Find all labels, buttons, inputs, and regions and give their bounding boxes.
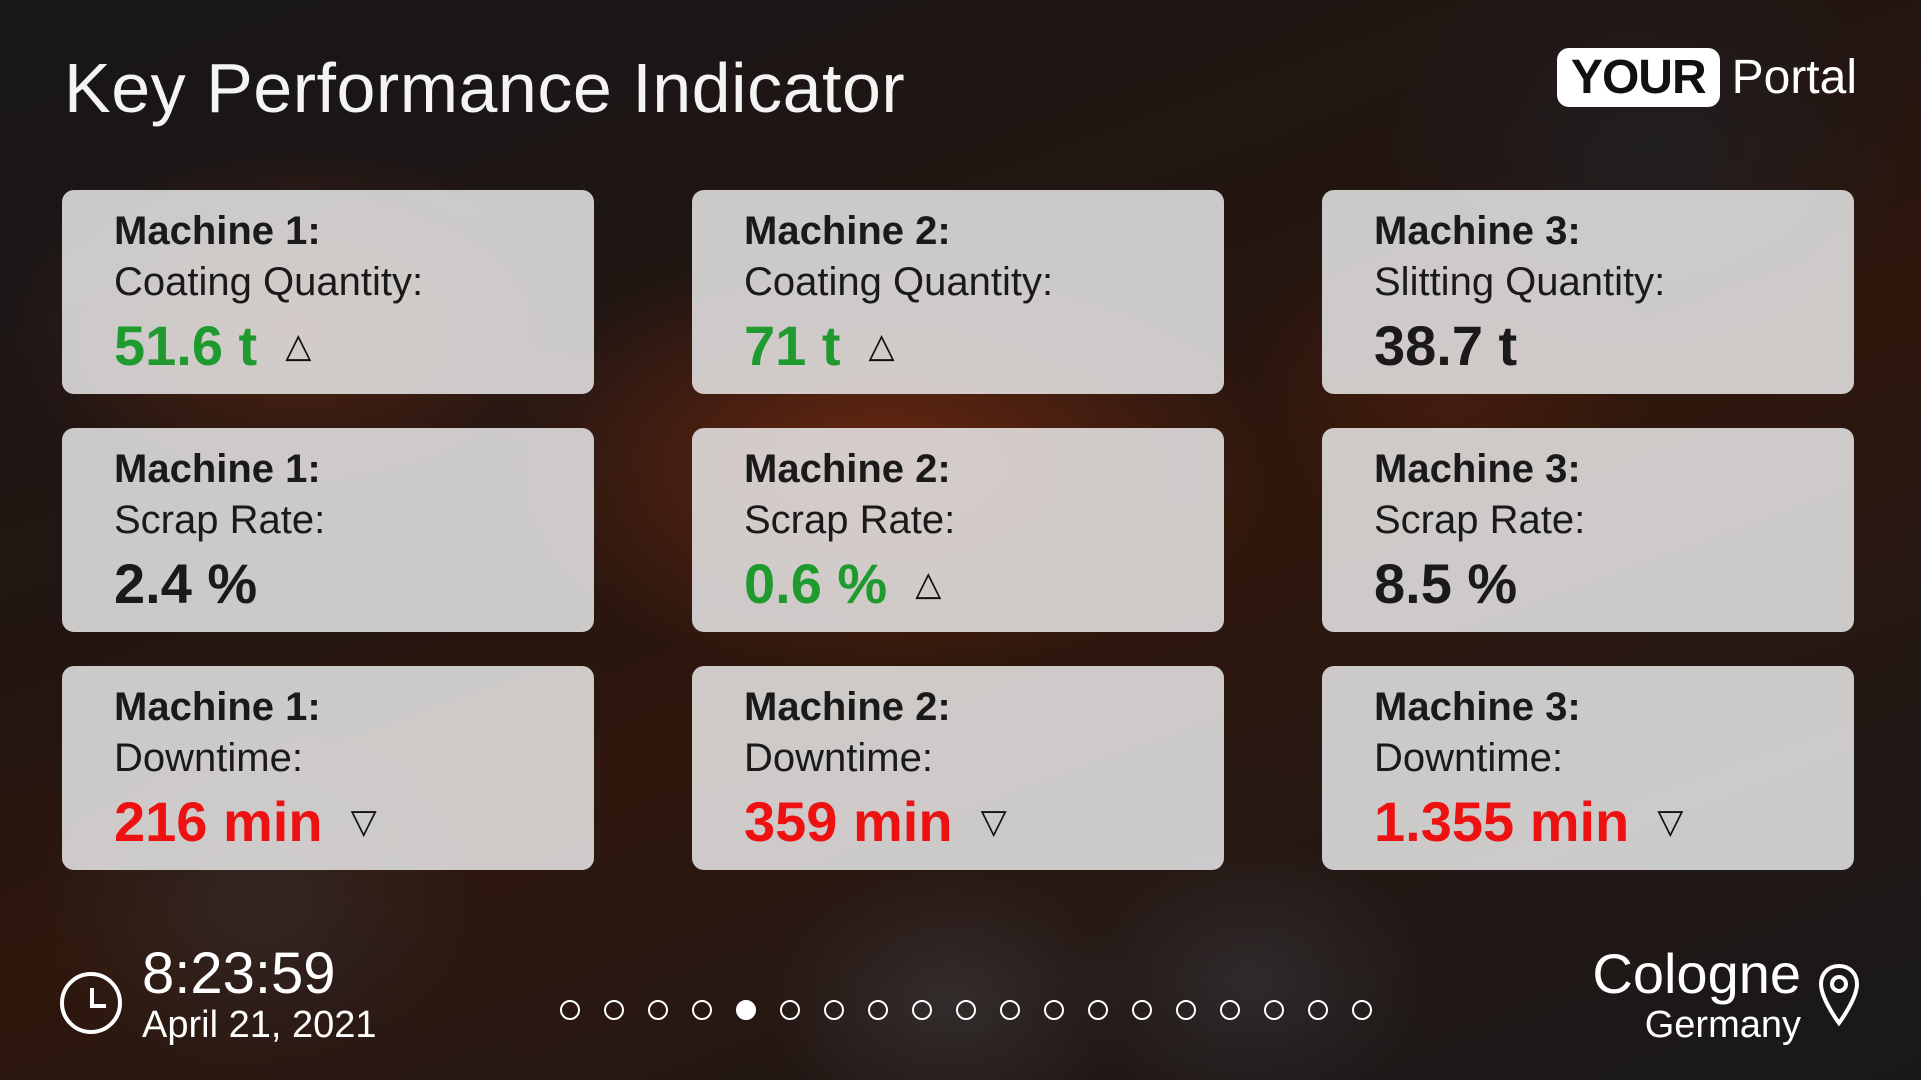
- machine-label: Machine 3:: [1374, 447, 1581, 491]
- metric-label: Downtime:: [744, 736, 933, 780]
- kpi-card: Machine 3: Slitting Quantity: 38.7 t: [1322, 190, 1854, 394]
- page-dot[interactable]: [780, 1000, 800, 1020]
- machine-label: Machine 3:: [1374, 209, 1581, 253]
- logo-text: Portal: [1731, 51, 1857, 104]
- logo-box: YOUR: [1556, 48, 1720, 107]
- kpi-value: 216 min: [114, 790, 323, 853]
- metric-label: Downtime:: [114, 736, 303, 780]
- page-title: Key Performance Indicator: [64, 49, 906, 127]
- page-indicator[interactable]: [560, 1000, 1372, 1020]
- metric-label: Scrap Rate:: [744, 498, 956, 542]
- trend-up-icon: △: [868, 327, 895, 365]
- kpi-card: Machine 2: Downtime: 359 min ▽: [692, 666, 1224, 870]
- machine-label: Machine 2:: [744, 685, 951, 729]
- page-dot[interactable]: [824, 1000, 844, 1020]
- trend-down-icon: ▽: [980, 803, 1007, 841]
- kpi-card: Machine 3: Scrap Rate: 8.5 %: [1322, 428, 1854, 632]
- trend-up-icon: △: [915, 565, 942, 603]
- page-dot[interactable]: [1264, 1000, 1284, 1020]
- trend-up-icon: △: [285, 327, 312, 365]
- page-dot[interactable]: [692, 1000, 712, 1020]
- metric-label: Scrap Rate:: [1374, 498, 1586, 542]
- machine-label: Machine 1:: [114, 209, 321, 253]
- page-dot[interactable]: [1176, 1000, 1196, 1020]
- metric-label: Slitting Quantity:: [1374, 260, 1666, 304]
- kpi-value: 359 min: [744, 790, 953, 853]
- kpi-value: 0.6 %: [744, 552, 888, 615]
- clock-icon: [60, 972, 122, 1034]
- machine-label: Machine 3:: [1374, 685, 1581, 729]
- machine-label: Machine 1:: [114, 447, 321, 491]
- kpi-card: Machine 1: Downtime: 216 min ▽: [62, 666, 594, 870]
- current-date: April 21, 2021: [142, 1004, 377, 1046]
- kpi-card: Machine 2: Coating Quantity: 71 t △: [692, 190, 1224, 394]
- page-dot[interactable]: [1044, 1000, 1064, 1020]
- country-name: Germany: [1644, 1004, 1801, 1046]
- page-dot[interactable]: [1352, 1000, 1372, 1020]
- kpi-card: Machine 3: Downtime: 1.355 min ▽: [1322, 666, 1854, 870]
- page-dot[interactable]: [604, 1000, 624, 1020]
- location-pin-icon: [1818, 963, 1860, 1027]
- page-dot[interactable]: [1132, 1000, 1152, 1020]
- page-dot[interactable]: [1000, 1000, 1020, 1020]
- page-dot[interactable]: [912, 1000, 932, 1020]
- metric-label: Scrap Rate:: [114, 498, 326, 542]
- page-dot[interactable]: [956, 1000, 976, 1020]
- page-dot[interactable]: [868, 1000, 888, 1020]
- location-display: Cologne Germany: [1592, 945, 1861, 1047]
- kpi-value: 1.355 min: [1374, 790, 1630, 853]
- page-dot[interactable]: [648, 1000, 668, 1020]
- kpi-grid: Machine 1: Coating Quantity: 51.6 t △ Ma…: [62, 190, 1854, 870]
- page-dot[interactable]: [1308, 1000, 1328, 1020]
- city-name: Cologne: [1592, 942, 1801, 1005]
- kpi-value: 2.4 %: [114, 552, 258, 615]
- trend-down-icon: ▽: [1657, 803, 1684, 841]
- metric-label: Coating Quantity:: [744, 260, 1054, 304]
- page-dot[interactable]: [1088, 1000, 1108, 1020]
- clock-display: 8:23:59 April 21, 2021: [60, 945, 377, 1047]
- page-dot-active[interactable]: [736, 1000, 756, 1020]
- machine-label: Machine 1:: [114, 685, 321, 729]
- page-dot[interactable]: [1220, 1000, 1240, 1020]
- kpi-card: Machine 1: Scrap Rate: 2.4 %: [62, 428, 594, 632]
- kpi-card: Machine 2: Scrap Rate: 0.6 % △: [692, 428, 1224, 632]
- machine-label: Machine 2:: [744, 447, 951, 491]
- kpi-value: 8.5 %: [1374, 552, 1518, 615]
- trend-down-icon: ▽: [350, 803, 377, 841]
- metric-label: Downtime:: [1374, 736, 1563, 780]
- kpi-card: Machine 1: Coating Quantity: 51.6 t △: [62, 190, 594, 394]
- page-dot[interactable]: [560, 1000, 580, 1020]
- kpi-value: 51.6 t: [114, 314, 258, 377]
- kpi-value: 71 t: [744, 314, 841, 377]
- machine-label: Machine 2:: [744, 209, 951, 253]
- current-time: 8:23:59: [142, 941, 336, 1006]
- portal-logo: YOUR Portal: [1556, 48, 1857, 107]
- metric-label: Coating Quantity:: [114, 260, 424, 304]
- kpi-value: 38.7 t: [1374, 314, 1518, 377]
